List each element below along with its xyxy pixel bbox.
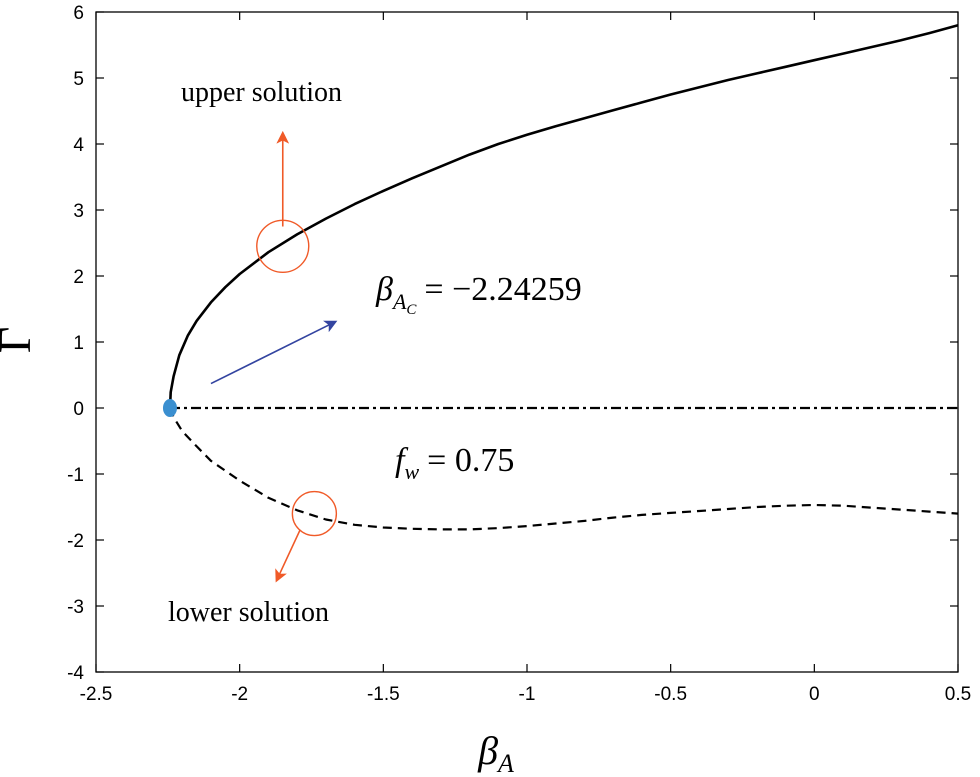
- x-tick-label: -1: [519, 684, 536, 705]
- critical-value-label: βAC= −2.24259: [375, 271, 582, 318]
- y-axis-label: Γ: [0, 327, 40, 354]
- y-tick-label: 1: [73, 333, 84, 354]
- series-upper-solution: [168, 23, 959, 409]
- y-tick-label: 5: [73, 69, 84, 90]
- critical-arrow: [210, 320, 338, 385]
- y-tick-label: 4: [73, 135, 84, 156]
- y-tick-label: -1: [67, 465, 84, 486]
- lower-solution-label: lower solution: [168, 597, 329, 628]
- series-lower-solution: [168, 407, 959, 531]
- y-tick-label: 6: [73, 3, 84, 24]
- critical-point-marker: [162, 399, 177, 417]
- lower-highlight-circle: [291, 490, 338, 537]
- x-axis-ticks: -2.5 -2 -1.5 -1 -0.5 0 0.5: [80, 12, 971, 705]
- series-layer: [168, 23, 959, 531]
- plot-frame: [95, 11, 959, 673]
- y-axis-ticks: -4 -3 -2 -1 0 1 2 3 4 5 6: [67, 3, 958, 684]
- y-tick-label: 0: [73, 399, 84, 420]
- x-axis-label: βA: [477, 728, 514, 777]
- y-tick-label: 3: [73, 201, 84, 222]
- x-tick-label: -0.5: [654, 684, 687, 705]
- x-tick-label: -2: [231, 684, 248, 705]
- y-tick-label: 2: [73, 267, 84, 288]
- x-tick-label: 0.5: [945, 684, 971, 705]
- x-tick-label: -1.5: [367, 684, 400, 705]
- upper-solution-label: upper solution: [181, 77, 342, 108]
- lower-arrow: [275, 529, 301, 583]
- y-tick-label: -2: [67, 531, 84, 552]
- fw-label: fw = 0.75: [395, 442, 514, 484]
- x-tick-label: 0: [809, 684, 820, 705]
- y-tick-label: -3: [67, 597, 84, 618]
- annotation-layer: [162, 130, 338, 583]
- x-tick-label: -2.5: [80, 684, 113, 705]
- y-tick-label: -4: [67, 663, 84, 684]
- upper-highlight-circle: [256, 219, 310, 274]
